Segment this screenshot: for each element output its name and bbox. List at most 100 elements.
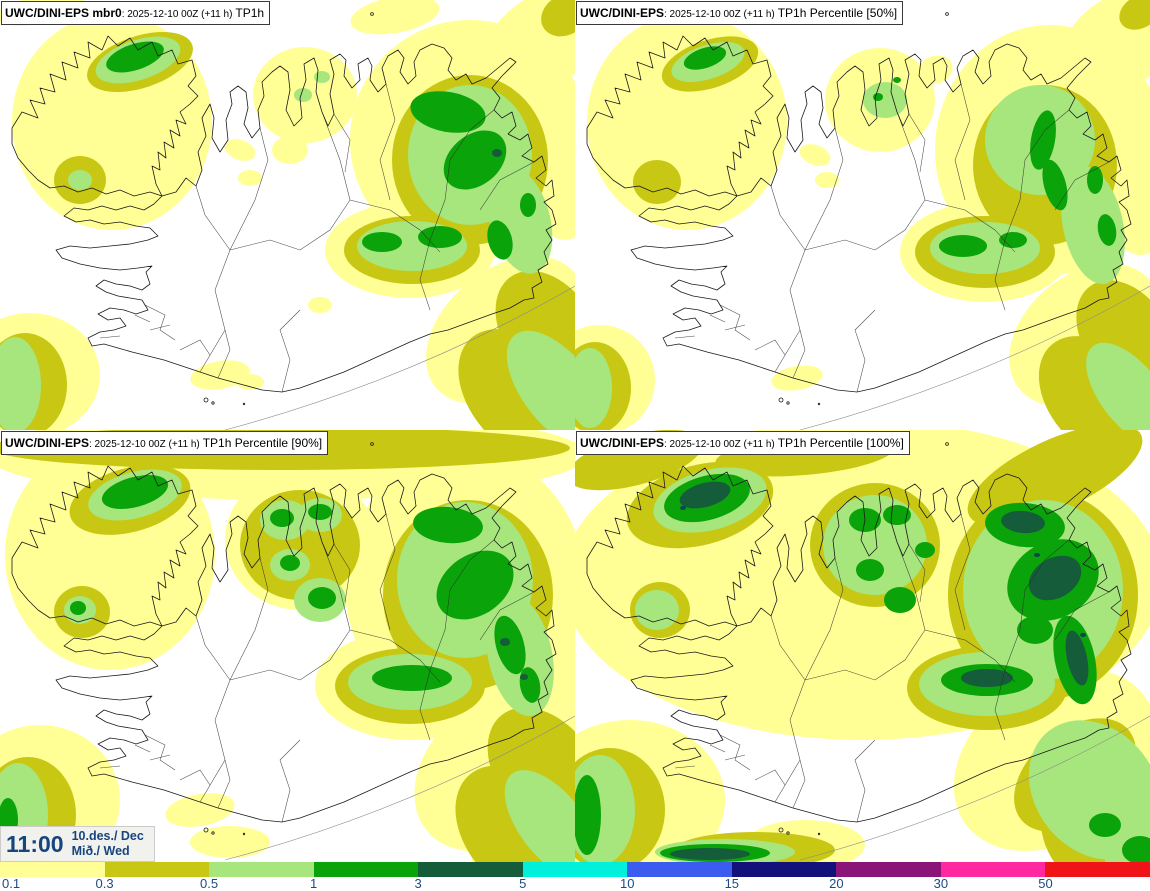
precip-blob-g: [999, 232, 1027, 248]
precip-blob-g: [884, 587, 916, 613]
precip-blob-l: [1086, 342, 1150, 430]
colorbar-segment: [731, 862, 837, 877]
precip-blob-g: [436, 550, 514, 620]
map-panel-percentile-90: UWC/DINI-EPS: 2025-12-10 00Z (+11 h) TP1h…: [0, 430, 575, 862]
precip-blob-g: [372, 665, 452, 691]
precip-blob-y: [236, 374, 264, 390]
precip-blob-y: [272, 136, 308, 164]
precip-blob-y: [308, 297, 332, 313]
precip-blob-y: [238, 170, 262, 186]
precip-blob-g: [70, 601, 86, 615]
precip-field: [0, 0, 575, 430]
param-label: TP1h Percentile [50%]: [777, 6, 898, 20]
precip-blob-g: [280, 555, 300, 571]
precip-blob-y: [815, 172, 839, 188]
colorbar-label: 1: [310, 876, 318, 891]
precip-blob-g: [856, 559, 884, 581]
colorbar-label: 50: [1038, 876, 1053, 891]
precip-blob-g: [308, 587, 336, 609]
precip-blob-d: [961, 669, 1013, 687]
precip-blob-g: [1087, 166, 1103, 194]
precip-blob-d: [1065, 630, 1089, 686]
map-panel-percentile-100: UWC/DINI-EPS: 2025-12-10 00Z (+11 h) TP1h…: [575, 430, 1150, 862]
precip-blob-g: [883, 505, 911, 525]
precip-blob-g: [1030, 110, 1056, 170]
precip-blob-n: [1080, 633, 1086, 637]
run-label: : 2025-12-10 00Z (+11 h): [121, 9, 233, 20]
colorbar-segment: [209, 862, 314, 877]
colorbar-segment: [940, 862, 1046, 877]
colorbar-segment: [0, 862, 105, 877]
precip-blob-y: [799, 144, 831, 166]
precip-blob-g: [106, 41, 164, 73]
colorbar-label: 0.3: [95, 876, 114, 891]
precip-blob-l: [506, 330, 575, 430]
precip-blob-d: [679, 481, 731, 509]
precip-blob-l: [1061, 165, 1125, 285]
precip-blob-g: [1089, 813, 1121, 837]
colorbar-label: 0.5: [200, 876, 219, 891]
precip-blob-d: [1001, 510, 1045, 534]
colorbar-segment: [313, 862, 419, 877]
colorbar-segment: [627, 862, 732, 877]
colorbar-segment: [418, 862, 523, 877]
precip-blob-g: [410, 91, 486, 133]
iceland-map-p100: [575, 430, 1150, 862]
param-label: TP1h Percentile [100%]: [777, 436, 904, 450]
precip-blob-d: [500, 638, 510, 646]
map-panel-member: UWC/DINI-EPS mbr0: 2025-12-10 00Z (+11 h…: [0, 0, 575, 430]
colorbar-label: 15: [724, 876, 740, 891]
colorbar-label: 3: [414, 876, 422, 891]
run-label: : 2025-12-10 00Z (+11 h): [664, 9, 775, 20]
precip-blob-g: [915, 542, 935, 558]
model-label: UWC/DINI-EPS: [580, 6, 664, 20]
precip-blob-l: [863, 82, 907, 118]
run-label: : 2025-12-10 00Z (+11 h): [89, 439, 200, 450]
precip-blob-l: [1028, 720, 1150, 860]
precip-blob-g: [520, 193, 536, 217]
colorbar-label: 20: [829, 876, 844, 891]
colorbar-label: 0.1: [2, 876, 21, 891]
run-label: : 2025-12-10 00Z (+11 h): [664, 439, 775, 450]
model-label: UWC/DINI-EPS: [580, 436, 664, 450]
precip-blob-g: [1042, 159, 1068, 211]
precip-blob-y: [771, 365, 823, 391]
valid-time: 11:00: [6, 830, 64, 857]
precip-blob-g: [683, 46, 727, 70]
panel-title-p50: UWC/DINI-EPS: 2025-12-10 00Z (+11 h) TP1h…: [576, 1, 904, 26]
precip-blob-g: [494, 615, 526, 675]
colorbar-labels: 0.1 0.3 0.5 1 3 5 10 15 20 30 50: [0, 876, 1150, 891]
panel-title-p90: UWC/DINI-EPS: 2025-12-10 00Z (+11 h) TP1h…: [1, 431, 329, 456]
precip-field: [575, 430, 1150, 862]
precip-blob-d: [520, 674, 528, 680]
precip-blob-g: [418, 226, 462, 248]
precip-blob-g: [873, 93, 883, 101]
precip-field: [575, 0, 1150, 430]
colorbar: 0.1 0.3 0.5 1 3 5 10 15 20 30 50: [0, 862, 1150, 891]
colorbar-label: 10: [620, 876, 635, 891]
precip-blob-g: [101, 475, 169, 509]
precip-blob-g: [1097, 214, 1117, 246]
precip-blob-g: [575, 775, 601, 855]
colorbar-segment: [522, 862, 628, 877]
precip-blob-l: [504, 770, 575, 862]
colorbar-label: 5: [519, 876, 527, 891]
colorbar-segment: [1045, 862, 1150, 877]
precip-blob-g: [487, 220, 513, 260]
precip-field: [0, 430, 575, 862]
precip-blob-d: [1028, 555, 1082, 601]
precip-blob-n: [680, 506, 686, 510]
precip-blob-y: [482, 0, 575, 95]
precip-blob-g: [308, 504, 332, 520]
valid-day-line: Mið./ Wed: [71, 844, 130, 858]
precip-blob-g: [939, 235, 987, 257]
precip-blob-d: [670, 848, 750, 860]
precip-blob-g: [443, 130, 507, 190]
model-label: UWC/DINI-EPS mbr0: [5, 6, 122, 20]
precip-blob-l: [314, 71, 330, 83]
valid-time-box: 11:00 10.des./ Dec Mið./ Wed: [0, 826, 155, 862]
colorbar-swatches: [0, 862, 1150, 877]
precip-blob-g: [1122, 836, 1150, 862]
colorbar-segment: [104, 862, 210, 877]
